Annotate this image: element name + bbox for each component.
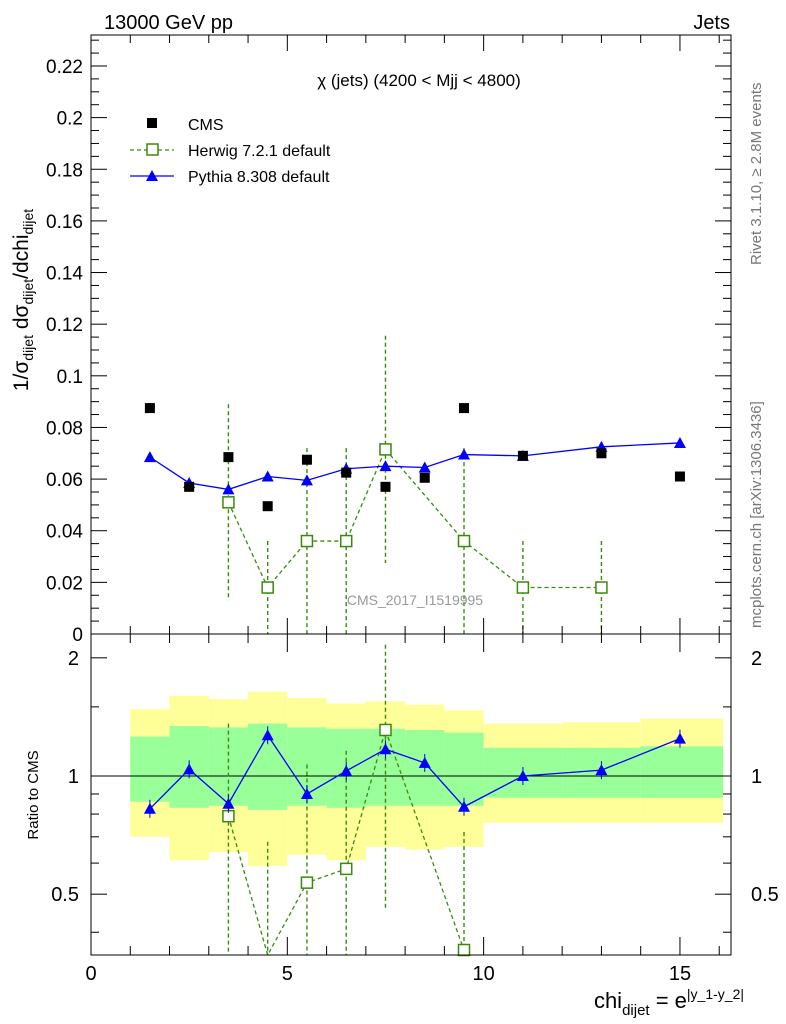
rivet-label: Rivet 3.1.10, ≥ 2.8M events xyxy=(748,83,765,266)
herwig-point xyxy=(261,581,274,594)
cms-uncertainty-band-inner xyxy=(640,746,724,798)
main-ytick-label: 0.22 xyxy=(46,57,83,78)
herwig-point xyxy=(379,443,392,456)
pythia-ratio-point xyxy=(340,764,353,776)
main-ytick-label: 0.08 xyxy=(46,418,83,439)
legend-cms-marker xyxy=(147,118,157,128)
ratio-xtick-label: 15 xyxy=(669,963,691,985)
herwig-point xyxy=(222,496,235,509)
pythia-point xyxy=(143,451,156,463)
ratio-ytick-label-right: 0.5 xyxy=(751,884,779,906)
watermark: CMS_2017_I1519995 xyxy=(347,592,483,608)
cms-point xyxy=(517,450,528,461)
main-ytick-label: 0.1 xyxy=(57,367,83,388)
ratio-xtick-label: 10 xyxy=(473,963,495,985)
pythia-point xyxy=(379,460,392,472)
herwig-ratio-point xyxy=(379,723,392,737)
pythia-point xyxy=(418,461,431,473)
pythia-ratio-point xyxy=(516,770,529,782)
main-ytick-label: 0.2 xyxy=(57,109,83,130)
ratio-ytick-label-right: 1 xyxy=(751,766,762,788)
mcplots-label: mcplots.cern.ch [arXiv:1306.3436] xyxy=(748,401,765,628)
legend-cms-label: CMS xyxy=(188,117,224,134)
header-right: Jets xyxy=(693,12,730,34)
herwig-point xyxy=(516,581,530,594)
legend-herwig-label: Herwig 7.2.1 default xyxy=(188,143,331,160)
legend-pythia-marker xyxy=(146,170,158,181)
pythia-point xyxy=(222,483,235,495)
herwig-point xyxy=(595,581,608,594)
cms-point xyxy=(380,481,391,492)
legend-pythia-label: Pythia 8.308 default xyxy=(188,169,330,186)
cms-point xyxy=(301,454,312,465)
main-ytick-label: 0.06 xyxy=(46,470,83,491)
legend: CMS Herwig 7.2.1 default Pythia 8.308 de… xyxy=(130,117,331,186)
cms-point xyxy=(184,481,195,492)
header-left: 13000 GeV pp xyxy=(104,12,233,34)
ratio-ylabel: Ratio to CMS xyxy=(25,750,42,839)
main-plot-area xyxy=(143,335,686,634)
pythia-ratio-point xyxy=(379,743,392,755)
main-ytick-label: 0.16 xyxy=(46,212,83,233)
ratio-xtick-label: 0 xyxy=(85,963,96,985)
main-ytick-label: 0 xyxy=(72,625,83,646)
pythia-point xyxy=(458,448,471,460)
herwig-ratio-point xyxy=(339,862,353,876)
ratio-ytick-label: 1 xyxy=(68,766,79,788)
ratio-xtick-label: 5 xyxy=(282,963,293,985)
cms-point xyxy=(674,471,685,482)
cms-point xyxy=(459,403,470,414)
ratio-axes: 0.5 0.5 1 1 2 2 0 5 10 15 xyxy=(51,634,779,985)
pythia-ratio-line xyxy=(149,734,681,810)
main-panel: 0 0.02 0.04 0.06 0.08 0.1 0.12 0.14 0.16 0.18 0.2 0… xyxy=(10,34,732,646)
herwig-ratio-point xyxy=(300,876,314,889)
pythia-point xyxy=(673,436,686,448)
ratio-frame xyxy=(90,633,732,956)
cms-point xyxy=(419,472,430,483)
cms-point xyxy=(223,452,234,463)
herwig-point xyxy=(300,534,314,548)
main-ylabel: 1/σdijet dσdijet/dchidijet xyxy=(10,209,36,391)
main-ytick-label: 0.14 xyxy=(46,264,83,285)
pythia-ratio-point xyxy=(183,763,196,775)
cms-uncertainty-band-inner xyxy=(130,736,170,802)
main-ytick-label: 0.02 xyxy=(46,573,83,594)
main-axes: 0 0.02 0.04 0.06 0.08 0.1 0.12 0.14 0.16 0.18 0.2 0… xyxy=(46,35,731,646)
herwig-line xyxy=(227,448,602,589)
ratio-ytick-label: 0.5 xyxy=(51,884,79,906)
main-ytick-label: 0.12 xyxy=(46,315,83,336)
pythia-ratio-point xyxy=(300,787,313,799)
herwig-point xyxy=(457,534,471,548)
herwig-point xyxy=(339,534,353,548)
herwig-ratio-line xyxy=(227,727,465,957)
ratio-ytick-label: 2 xyxy=(68,648,79,670)
cms-point xyxy=(596,448,607,459)
pythia-ratio-point xyxy=(458,800,471,812)
cms-point xyxy=(144,403,155,414)
ratio-xlabel: chidijet = e|y_1-y_2| xyxy=(594,986,744,1019)
main-frame xyxy=(90,34,732,635)
pythia-ratio-point xyxy=(595,764,608,776)
main-title: χ (jets) (4200 < Mjj < 4800) xyxy=(317,71,521,90)
pythia-ratio-point xyxy=(673,732,686,744)
pythia-ratio-point xyxy=(222,797,235,809)
ratio-panel: 0.5 0.5 1 1 2 2 0 5 10 15 Ratio to CMS chidijet =… xyxy=(25,633,779,1019)
pythia-point xyxy=(261,470,274,482)
cms-point xyxy=(341,467,352,478)
pythia-line xyxy=(149,442,680,491)
ratio-ytick-label-right: 2 xyxy=(751,648,762,670)
pythia-ratio-point xyxy=(261,729,274,741)
pythia-ratio-point xyxy=(418,756,431,768)
main-ytick-label: 0.18 xyxy=(46,160,83,181)
cms-point xyxy=(262,501,273,512)
pythia-ratio-point xyxy=(143,802,156,814)
pythia-point xyxy=(300,474,313,486)
cms-uncertainty-band-inner xyxy=(444,732,484,806)
main-ytick-label: 0.04 xyxy=(46,522,83,543)
herwig-ratio-point xyxy=(457,943,471,957)
ratio-plot-area xyxy=(91,644,731,957)
legend-herwig-marker xyxy=(146,143,159,156)
